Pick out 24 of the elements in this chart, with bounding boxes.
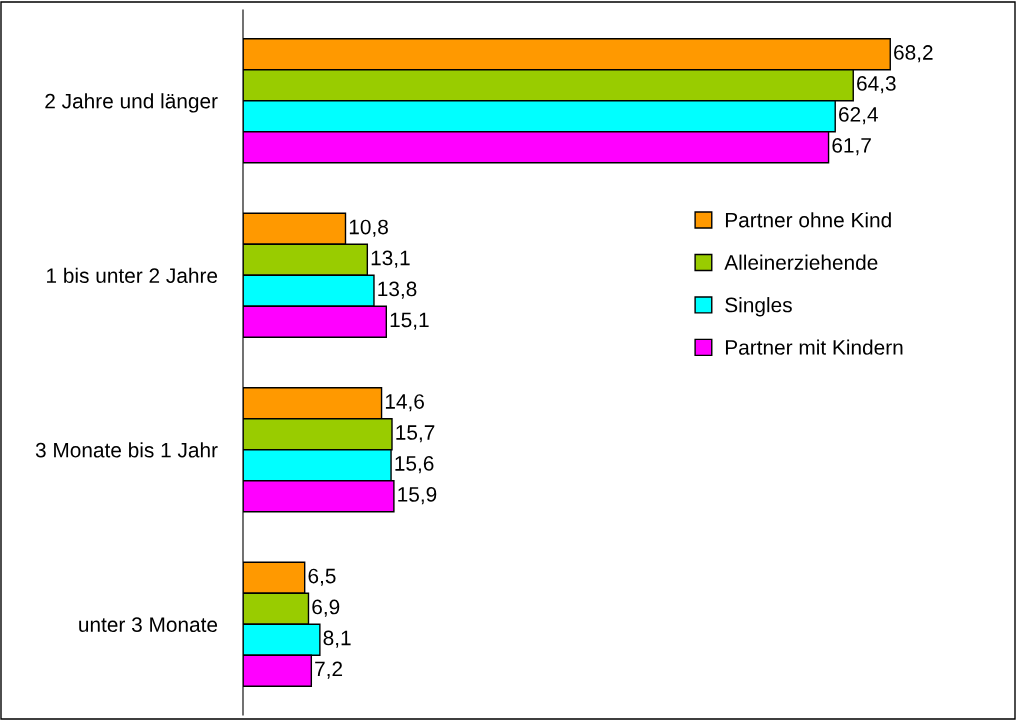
data-label: 14,6 (385, 394, 424, 412)
y-tick-label: 2 Jahre und länger (45, 93, 218, 113)
data-label: 61,7 (832, 138, 871, 156)
data-label: 13,1 (371, 250, 410, 268)
legend-label: Partner ohne Kind (725, 212, 891, 228)
data-label: 15,1 (390, 312, 429, 330)
y-tick-label: 1 bis unter 2 Jahre (47, 267, 218, 283)
legend-label: Alleinerziehende (724, 254, 878, 270)
data-label: 64,3 (857, 76, 896, 94)
legend-label: Partner mit Kindern (725, 339, 903, 355)
data-label: 15,9 (398, 487, 437, 505)
y-tick-label: 3 Monate bis 1 Jahr (35, 442, 218, 458)
legend-label: Singles (725, 297, 792, 317)
data-label: 6,9 (312, 599, 340, 617)
data-label: 62,4 (839, 107, 878, 125)
data-label: 7,2 (315, 661, 343, 679)
data-label: 15,7 (396, 425, 435, 443)
data-label: 68,2 (894, 45, 933, 63)
y-tick-label: unter 3 Monate (79, 617, 218, 633)
data-label: 6,5 (308, 568, 336, 586)
data-label: 10,8 (349, 219, 388, 237)
data-label: 8,1 (323, 630, 351, 648)
data-label: 15,6 (395, 456, 434, 474)
data-label: 13,8 (378, 281, 417, 299)
